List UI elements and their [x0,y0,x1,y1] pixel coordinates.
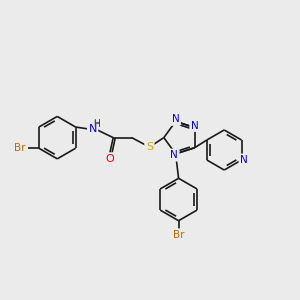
Text: N: N [191,121,199,130]
Text: N: N [191,121,199,130]
Text: Br: Br [173,230,184,240]
Text: N: N [88,124,97,134]
Text: S: S [146,142,153,152]
Text: Br: Br [14,143,25,153]
Text: N: N [172,114,179,124]
Text: N: N [240,155,248,165]
Text: O: O [105,154,114,164]
Text: Br: Br [173,230,184,240]
Text: H: H [93,120,100,129]
Text: N: N [172,114,179,124]
Text: O: O [105,154,114,164]
Text: H: H [93,119,100,128]
Text: N: N [170,150,178,160]
Text: S: S [146,142,153,152]
Text: N: N [240,155,248,165]
Text: N: N [88,124,97,134]
Text: N: N [170,150,178,160]
Text: Br: Br [14,143,25,153]
